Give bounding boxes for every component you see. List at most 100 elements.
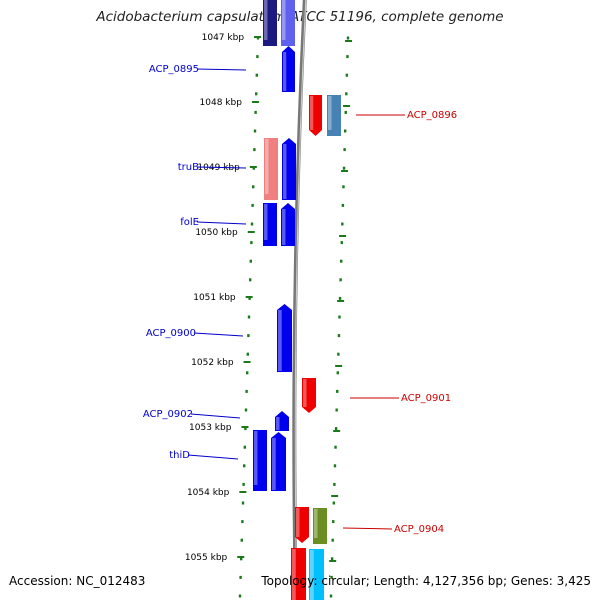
gene-highlight [283,52,287,91]
inner-tick-dot [247,334,250,338]
outer-tick-dot [341,203,345,207]
label-leader-line [196,221,247,225]
inner-tick-dot [246,352,249,356]
gene-highlight [264,204,268,240]
outer-tick-dot [330,575,333,579]
label-leader-line [342,527,393,530]
outer-tick-dot [332,520,335,524]
inner-tick-dot [250,222,254,226]
gene-highlight [282,209,286,245]
inner-tick-dot [249,278,252,282]
inner-tick-dot [255,92,258,96]
outer-tick-dot [336,389,339,393]
backbone-arc [292,0,307,600]
outer-tick-dot [329,594,333,598]
gene-highlight [282,0,286,40]
gene-label[interactable]: ACP_0900 [146,328,196,339]
label-leader-line [190,413,241,419]
outer-tick-dot [332,501,336,505]
outer-tick-dot [330,557,334,561]
outer-tick-dot [343,129,347,133]
tick-label: 1049 kbp [197,163,240,173]
map-title: Acidobacterium capsulatum ATCC 51196, co… [96,9,504,25]
label-leader-line [196,166,247,169]
inner-tick-dot [242,482,245,486]
inner-tick-dot [249,259,252,263]
tick-label: 1052 kbp [191,358,234,368]
outer-tick-dot [337,352,340,356]
outer-tick-dot [345,73,349,77]
genome-summary: Topology: circular; Length: 4,127,356 bp… [261,574,591,588]
gene-label[interactable]: truB [178,162,199,173]
tick-label: 1055 kbp [185,553,228,563]
inner-tick-dot [246,371,249,375]
inner-tick-dot [244,408,248,412]
gene-highlight [283,144,287,199]
gene-label[interactable]: thiD [169,450,190,461]
outer-tick-dot [344,110,347,114]
gene-label[interactable]: ACP_0896 [407,110,457,121]
tick-label: 1047 kbp [202,33,245,43]
label-leader-line [187,454,239,460]
gene-highlight [276,417,280,430]
gene-highlight [296,508,300,537]
outer-tick-dot [334,427,338,431]
gene-highlight [254,431,258,485]
inner-tick-dot [241,520,244,524]
gene-label[interactable]: folE [180,217,199,228]
gene-label[interactable]: ACP_0904 [394,524,444,535]
outer-tick-dot [333,482,336,486]
gene-highlight [272,438,276,490]
outer-tick-dot [331,538,334,542]
gene-label[interactable]: ACP_0895 [149,64,199,75]
gene-label[interactable]: ACP_0902 [143,409,193,420]
gene-highlight [310,550,314,600]
outer-tick-dot [346,36,350,40]
inner-tick-dot [254,110,257,114]
outer-tick-dot [338,296,342,300]
inner-tick-dot [256,55,259,59]
inner-tick-dot [243,445,246,449]
inner-tick-dot [252,166,255,170]
inner-tick-dot [244,427,247,431]
inner-tick-dot [240,538,243,542]
inner-tick-dot [238,594,242,598]
outer-tick-dot [338,315,341,319]
tick-label: 1050 kbp [195,228,238,238]
tick-label: 1054 kbp [187,488,230,498]
gene-highlight [314,509,318,538]
gene-highlight [264,0,268,40]
inner-tick-dot [251,203,254,207]
inner-tick-dot [243,464,246,468]
inner-tick-dot [253,129,257,133]
tick-label: 1051 kbp [193,293,236,303]
gene-highlight [303,379,307,407]
outer-tick-dot [340,259,343,263]
outer-tick-dot [339,278,342,282]
outer-tick-dot [342,185,345,189]
outer-tick-dot [342,166,346,170]
gene-highlight [292,549,296,600]
gene-highlight [265,139,269,194]
inner-tick-dot [255,73,258,77]
outer-tick-dot [346,55,349,59]
accession-label: Accession: NC_012483 [9,574,146,588]
gene-label[interactable]: ACP_0901 [401,393,451,404]
outer-tick-dot [337,334,341,338]
gene-highlight [310,96,314,130]
inner-tick-dot [240,557,243,561]
tick-label: 1053 kbp [189,423,232,433]
inner-tick-dot [247,315,251,319]
label-leader-line [193,332,244,337]
inner-tick-dot [239,575,242,579]
label-leader-line [196,68,247,71]
gene-highlight [278,310,282,371]
outer-tick-dot [335,408,338,412]
inner-tick-dot [253,148,256,152]
inner-tick-dot [241,501,245,505]
outer-tick-dot [345,92,348,96]
outer-tick-dot [341,222,344,226]
outer-tick-dot [340,241,343,245]
outer-tick-dot [336,371,339,375]
